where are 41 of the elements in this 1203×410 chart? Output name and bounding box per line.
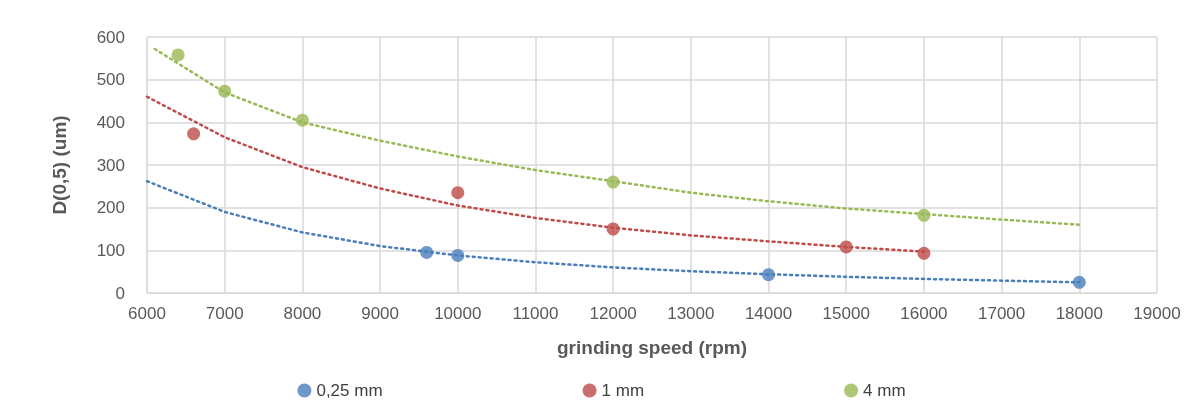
point [451, 248, 465, 262]
x-tick-label: 8000 [283, 304, 322, 323]
legend-label: 0,25 mm [316, 381, 383, 400]
point [218, 84, 232, 98]
point [295, 113, 309, 127]
x-tick-label: 10000 [434, 304, 482, 323]
x-tick-label: 11000 [512, 304, 559, 323]
x-tick-label: 9000 [361, 304, 399, 323]
point [171, 48, 185, 62]
x-tick-label: 17000 [977, 304, 1026, 323]
point [451, 186, 465, 200]
point [606, 222, 620, 236]
y-tick-label: 200 [96, 198, 125, 218]
x-tick-label: 13000 [667, 304, 715, 323]
x-tick-label: 19000 [1133, 304, 1181, 323]
point [187, 127, 201, 141]
x-axis-title: grinding speed (rpm) [557, 337, 747, 358]
point [1072, 275, 1086, 289]
y-tick-label: 0 [115, 283, 125, 303]
point [762, 268, 776, 282]
point [917, 208, 931, 222]
y-tick-label: 100 [96, 240, 125, 260]
x-tick-label: 6000 [128, 304, 166, 323]
y-tick-label: 600 [96, 27, 125, 47]
point [606, 175, 620, 189]
x-tick-label: 16000 [900, 304, 948, 323]
line-series [153, 47, 1081, 226]
y-tick-label: 500 [96, 70, 125, 90]
legend-label: 1 mm [601, 381, 645, 400]
y-axis-title: D(0,5) (um) [49, 115, 70, 215]
y-tick-label: 400 [96, 112, 125, 132]
x-tick-label: 15000 [822, 304, 870, 323]
legend-label: 4 mm [863, 381, 906, 400]
x-tick-label: 7000 [205, 304, 244, 323]
x-tick-label: 14000 [744, 304, 793, 323]
point [420, 245, 434, 259]
x-tick-label: 18000 [1055, 304, 1103, 323]
y-tick-label: 300 [96, 155, 125, 175]
point [839, 240, 853, 254]
x-tick-label: 12000 [589, 304, 637, 323]
point [917, 246, 931, 260]
